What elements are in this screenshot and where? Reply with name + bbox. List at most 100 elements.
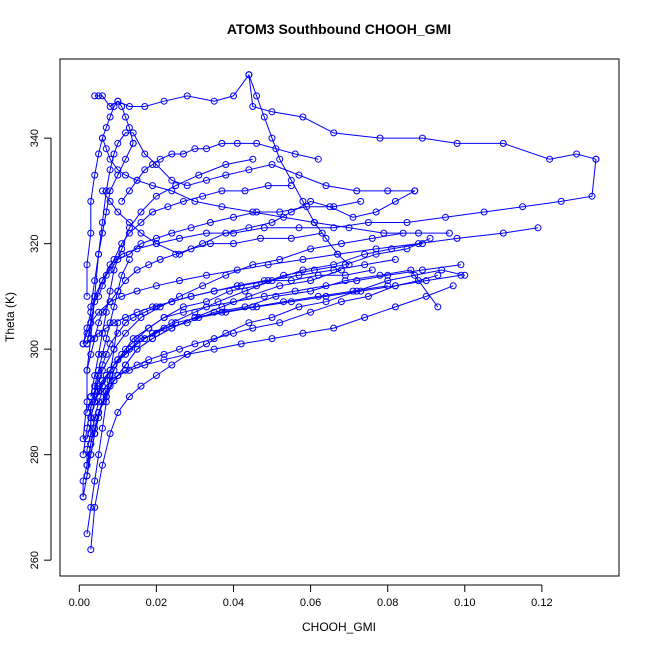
data-point bbox=[141, 150, 149, 158]
series-22 bbox=[95, 182, 295, 300]
data-point bbox=[253, 303, 261, 311]
data-point bbox=[210, 345, 218, 353]
data-point bbox=[102, 271, 110, 279]
data-point bbox=[110, 256, 118, 263]
data-point bbox=[95, 292, 103, 300]
data-point bbox=[203, 229, 210, 237]
data-point bbox=[160, 350, 168, 358]
data-point bbox=[83, 366, 91, 374]
series-17 bbox=[87, 266, 345, 459]
data-point bbox=[384, 282, 392, 290]
data-point bbox=[114, 139, 122, 147]
data-point bbox=[87, 303, 95, 311]
data-point bbox=[98, 219, 106, 226]
data-point bbox=[260, 224, 268, 232]
data-point bbox=[152, 372, 160, 379]
data-point bbox=[176, 234, 183, 242]
x-tick-label: 0.00 bbox=[69, 597, 90, 609]
series-7 bbox=[245, 71, 600, 163]
data-point bbox=[172, 182, 180, 190]
data-point bbox=[233, 266, 241, 274]
data-point bbox=[137, 240, 145, 248]
data-point bbox=[391, 197, 399, 205]
series-line bbox=[90, 274, 461, 397]
data-point bbox=[268, 219, 276, 226]
data-point bbox=[141, 361, 149, 369]
data-point bbox=[307, 197, 315, 205]
data-point bbox=[203, 340, 210, 348]
data-point bbox=[114, 208, 122, 216]
data-point bbox=[114, 171, 122, 179]
series-9 bbox=[87, 129, 419, 343]
data-point bbox=[403, 219, 411, 226]
data-point bbox=[114, 97, 122, 105]
data-point bbox=[114, 256, 122, 263]
series-line bbox=[86, 100, 134, 297]
data-point bbox=[168, 150, 176, 158]
data-point bbox=[156, 155, 164, 163]
data-point bbox=[133, 287, 141, 295]
data-point bbox=[95, 150, 103, 158]
data-point bbox=[95, 366, 103, 374]
data-point bbox=[264, 261, 272, 269]
series-line bbox=[90, 132, 415, 339]
data-point bbox=[299, 113, 307, 121]
data-point bbox=[133, 340, 141, 348]
data-point bbox=[353, 187, 361, 195]
data-point bbox=[122, 113, 129, 121]
series-24 bbox=[79, 256, 133, 501]
data-point bbox=[149, 208, 156, 216]
data-point bbox=[114, 372, 122, 379]
data-point bbox=[222, 329, 230, 337]
data-point bbox=[546, 155, 554, 163]
data-point bbox=[588, 192, 596, 200]
data-point bbox=[222, 171, 230, 179]
data-point bbox=[141, 166, 149, 174]
data-point bbox=[133, 308, 141, 316]
data-point bbox=[206, 240, 214, 248]
data-point bbox=[276, 282, 284, 290]
series-16 bbox=[87, 155, 257, 401]
data-point bbox=[268, 161, 276, 168]
data-point bbox=[287, 208, 295, 216]
data-point bbox=[168, 361, 176, 369]
data-point bbox=[276, 208, 284, 216]
data-point bbox=[125, 345, 133, 353]
y-tick-label: 300 bbox=[29, 340, 41, 358]
data-point bbox=[133, 245, 141, 253]
data-point bbox=[461, 271, 469, 279]
data-point bbox=[118, 292, 126, 300]
data-point bbox=[268, 134, 276, 142]
data-point bbox=[291, 287, 299, 295]
data-point bbox=[330, 261, 338, 269]
data-point bbox=[176, 277, 183, 285]
data-point bbox=[307, 308, 315, 316]
data-point bbox=[384, 187, 392, 195]
data-point bbox=[357, 197, 365, 205]
data-point bbox=[222, 308, 230, 316]
data-point bbox=[218, 139, 226, 147]
data-point bbox=[330, 324, 338, 332]
data-point bbox=[145, 356, 153, 364]
data-point bbox=[203, 145, 210, 153]
data-point bbox=[172, 319, 180, 327]
data-point bbox=[91, 277, 99, 285]
data-point bbox=[210, 335, 218, 343]
data-point bbox=[434, 303, 442, 311]
data-point bbox=[149, 161, 156, 168]
data-point bbox=[210, 97, 218, 105]
data-point bbox=[98, 382, 106, 390]
data-point bbox=[376, 271, 384, 279]
data-point bbox=[98, 282, 106, 290]
data-point bbox=[257, 234, 264, 242]
data-point bbox=[368, 266, 376, 274]
data-point bbox=[91, 387, 99, 395]
data-point bbox=[91, 430, 99, 438]
data-point bbox=[110, 303, 118, 311]
data-point bbox=[95, 409, 103, 416]
data-point bbox=[125, 224, 133, 232]
data-point bbox=[179, 150, 187, 158]
series-27 bbox=[245, 71, 353, 269]
data-point bbox=[457, 261, 465, 269]
data-point bbox=[87, 393, 95, 401]
